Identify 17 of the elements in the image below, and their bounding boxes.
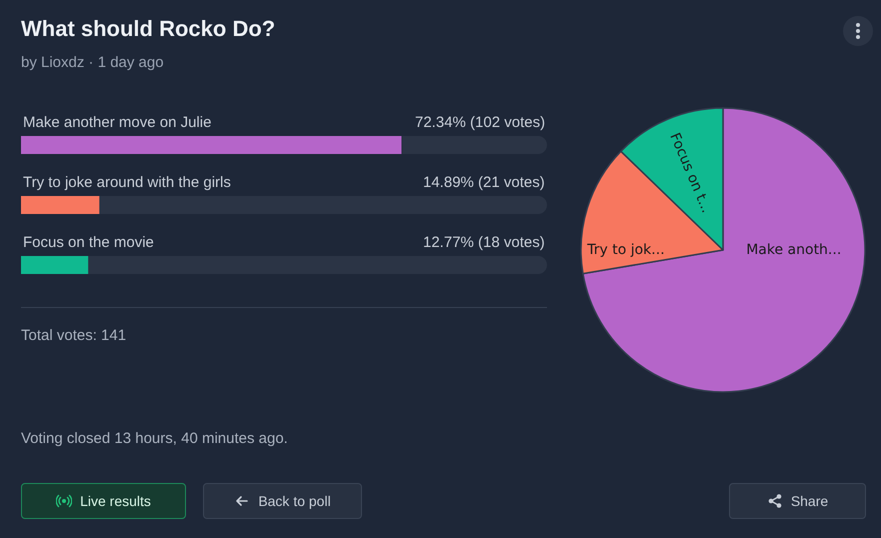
data-label: 14.89% (21 votes) [423, 174, 545, 191]
data-label: Try to jok... [586, 242, 665, 258]
text: Back to poll [258, 493, 331, 509]
pie-slice [582, 107, 866, 393]
y-tick-label: Make another move on Julie [23, 114, 212, 131]
data-label: 12.77% (18 votes) [423, 234, 545, 251]
data-label: Make anoth... [746, 242, 842, 258]
text: Share [790, 493, 828, 509]
text: Live results [80, 493, 151, 509]
chart-title: What should Rocko Do? [21, 16, 276, 42]
y-tick-label: Try to joke around with the girls [23, 174, 231, 191]
data-label: Focus on t... [666, 130, 714, 216]
text: Voting closed 13 hours, 40 minutes ago. [21, 430, 288, 447]
chart-subtitle: by Lioxdz · 1 day ago [21, 54, 164, 71]
text: Total votes: 141 [21, 327, 126, 344]
data-label: 72.34% (102 votes) [415, 114, 546, 131]
y-tick-label: Focus on the movie [23, 234, 154, 251]
